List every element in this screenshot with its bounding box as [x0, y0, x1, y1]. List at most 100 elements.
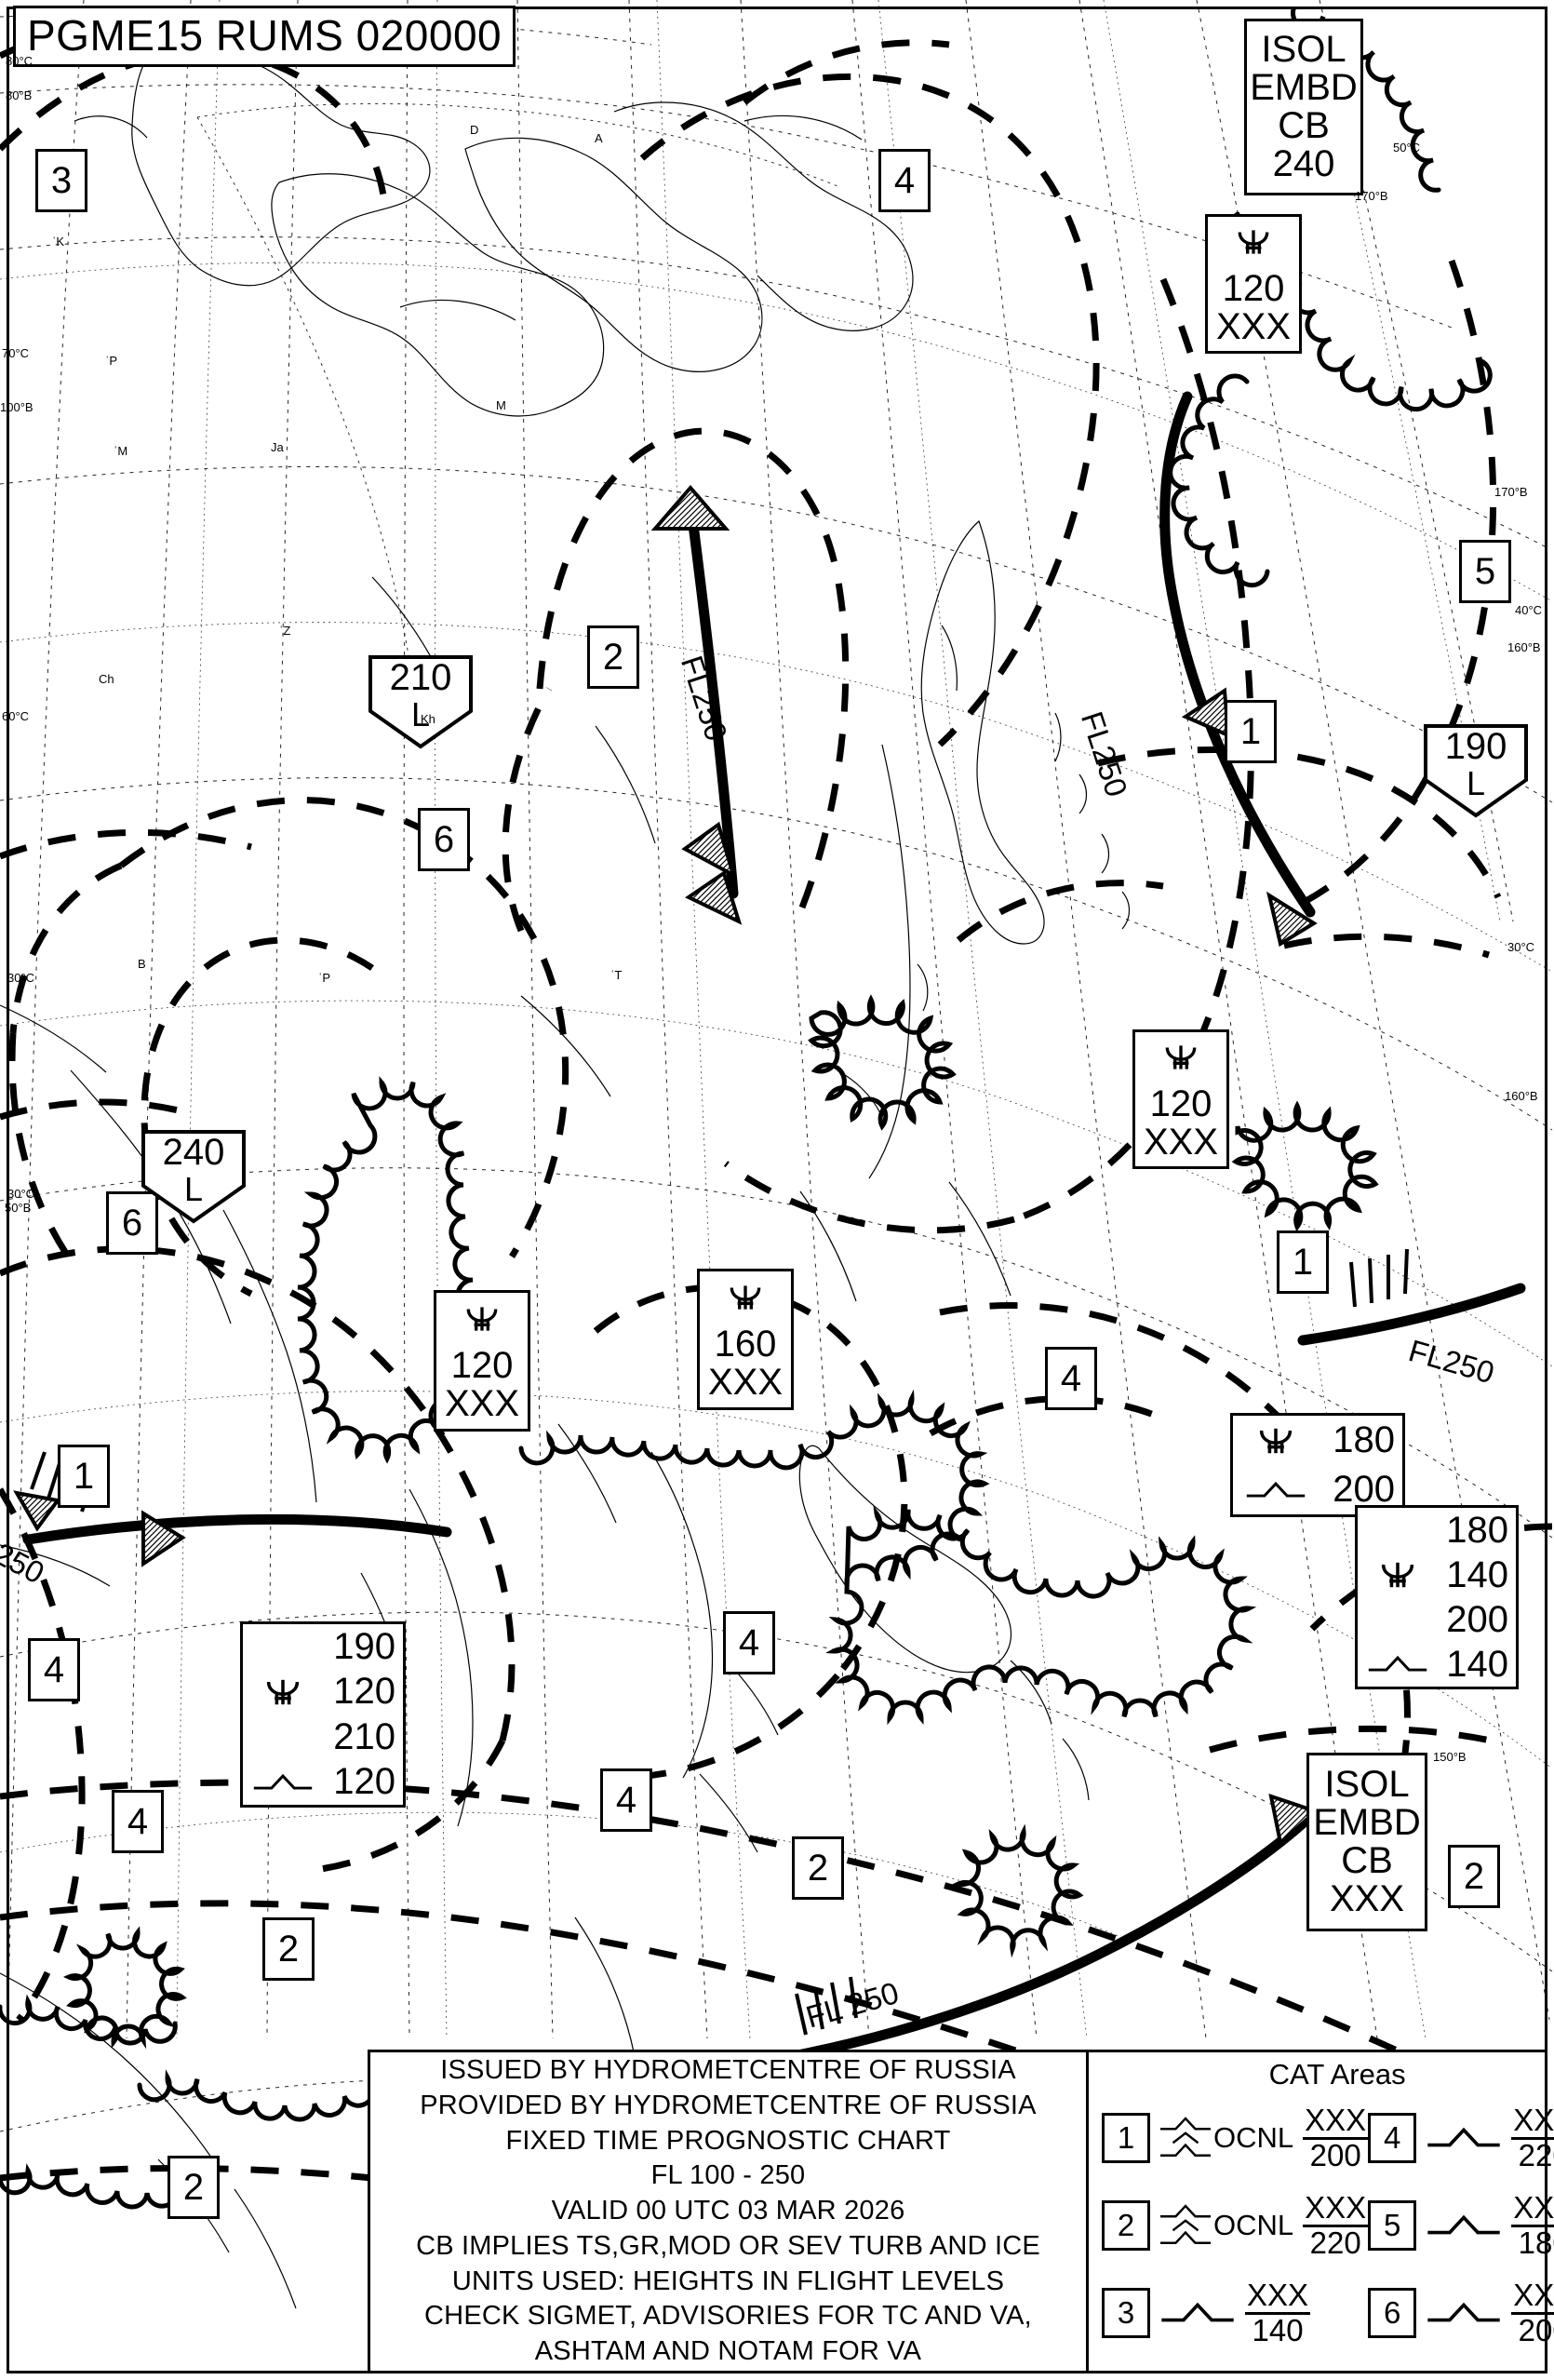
- cat-area-marker-2[interactable]: 2: [1448, 1845, 1500, 1908]
- flight-level-value: 210: [333, 1715, 395, 1757]
- cat-legend-top-level: XXX: [1303, 2191, 1369, 2227]
- isol-embd-cb-box: ISOL EMBD CB 240: [1244, 19, 1363, 195]
- cat-legend-base-level: 140: [1252, 2312, 1304, 2347]
- cat-legend-top-level: XXX: [1303, 2104, 1369, 2140]
- cb-base-level: XXX: [444, 1382, 520, 1424]
- flight-level-value: 120: [333, 1671, 395, 1713]
- cat-area-marker-1[interactable]: 1: [58, 1445, 110, 1508]
- map-annotation-label: Kh: [421, 712, 435, 726]
- map-annotation-label: 50°B: [5, 1201, 32, 1215]
- cat-area-marker-2[interactable]: 2: [262, 1917, 315, 1981]
- cat-area-marker-2[interactable]: 2: [792, 1836, 844, 1900]
- map-annotation-label: 170°B: [1494, 485, 1528, 499]
- turbulence-icon: [1427, 2302, 1500, 2322]
- cat-area-marker-6[interactable]: 6: [418, 808, 470, 871]
- map-annotation-label: B: [138, 957, 146, 971]
- turbulence-severe-icon: [1160, 2204, 1211, 2244]
- turbulence-severe-icon: [1160, 2117, 1211, 2157]
- cat-area-marker-4[interactable]: 4: [28, 1638, 80, 1701]
- cat-legend-number: 5: [1368, 2200, 1417, 2251]
- turbulence-icon-wrap: [1424, 2297, 1504, 2329]
- legend-line: VALID 00 UTC 03 MAR 2026: [551, 2196, 905, 2226]
- cb-top-level: 120: [1222, 267, 1285, 309]
- cat-legend-base-level: 180: [1518, 2225, 1554, 2260]
- cat-area-marker-4[interactable]: 4: [112, 1790, 164, 1853]
- map-annotation-label: 60°C: [2, 709, 30, 723]
- cb-icon: [1238, 230, 1269, 254]
- legend-line: ASHTAM AND NOTAM FOR VA: [534, 2335, 922, 2366]
- cat-area-marker-1[interactable]: 1: [1277, 1230, 1329, 1294]
- turbulence-level-box: 190 120 210 120: [240, 1621, 406, 1808]
- cb-icon: [730, 1285, 761, 1310]
- cb-box-line: XXX: [1329, 1877, 1405, 1919]
- legend-line: ISSUED BY HYDROMETCENTRE OF RUSSIA: [440, 2055, 1016, 2086]
- map-annotation-label: 50°C: [1393, 141, 1421, 155]
- map-annotation-label: ˈM: [114, 444, 128, 458]
- cat-area-marker-4[interactable]: 4: [1045, 1347, 1097, 1410]
- turbulence-level-box: 180 140 200 140: [1355, 1505, 1519, 1689]
- turbulence-severe-icon-wrap: [1158, 2190, 1213, 2261]
- cb-icon-cell: [1358, 1554, 1437, 1595]
- turbulence-icon: [1368, 1655, 1427, 1672]
- cb-icon-wrap: [726, 1278, 765, 1324]
- flight-level-value: 200: [1446, 1598, 1508, 1640]
- pentagon-outline-icon: [141, 1130, 246, 1224]
- turbulence-severe-icon-wrap: [1158, 2103, 1213, 2173]
- cat-area-marker-5[interactable]: 5: [1459, 540, 1511, 603]
- pentagon-outline-icon: [1424, 724, 1528, 818]
- cat-legend-level-fraction: XXX 140: [1245, 2279, 1311, 2347]
- turbulence-icon-wrap: [1158, 2297, 1238, 2329]
- cat-legend-number: 2: [1102, 2200, 1150, 2251]
- map-annotation-label: 80°B: [6, 88, 33, 102]
- legend-text-block: ISSUED BY HYDROMETCENTRE OF RUSSIA PROVID…: [370, 2052, 1089, 2371]
- tropopause-level: 210: [389, 657, 452, 698]
- cat-area-marker-4[interactable]: 4: [878, 149, 931, 212]
- cat-area-marker-4[interactable]: 4: [600, 1768, 652, 1832]
- graticule-fine: [0, 0, 1553, 2039]
- cb-icon: [466, 1307, 498, 1331]
- map-annotation-label: ˈT: [610, 968, 623, 982]
- flight-level-value: 120: [333, 1761, 395, 1803]
- map-annotation-label: 170°B: [1355, 189, 1388, 203]
- cat-legend-ocnl-group: OCNL: [1158, 2103, 1295, 2173]
- legend-line: CHECK SIGMET, ADVISORIES FOR TC AND VA,: [424, 2301, 1032, 2332]
- cat-legend-ocnl-group: OCNL: [1158, 2190, 1295, 2261]
- map-annotation-label: ˈZ: [279, 624, 291, 638]
- tropopause-level: 240: [162, 1132, 225, 1173]
- map-annotation-label: Ch: [99, 672, 114, 686]
- cat-area-marker-1[interactable]: 1: [1225, 700, 1277, 763]
- flight-level-value: 140: [1446, 1643, 1508, 1685]
- map-annotation-label: 150°B: [1433, 1750, 1467, 1764]
- cb-icon-wrap: [462, 1299, 502, 1345]
- cat-legend-top-level: XXX: [1245, 2279, 1311, 2315]
- map-annotation-label: ˈP: [105, 354, 117, 368]
- map-annotation-label: 40°C: [1515, 603, 1543, 617]
- cb-icon-wrap: [1161, 1038, 1200, 1083]
- turbulence-icon-wrap: [1424, 2210, 1504, 2241]
- turbulence-icon-cell: [1358, 1652, 1437, 1676]
- cb-box-line: EMBD: [1250, 67, 1358, 109]
- cat-area-marker-6[interactable]: 6: [106, 1191, 158, 1255]
- cat-area-marker-4[interactable]: 4: [723, 1611, 775, 1674]
- cb-icon-cell: [243, 1672, 323, 1713]
- cat-area-marker-2[interactable]: 2: [167, 2156, 220, 2219]
- tropopause-level: 190: [1444, 726, 1507, 767]
- cb-base-level: XXX: [1143, 1121, 1219, 1163]
- cat-area-marker-3[interactable]: 3: [35, 149, 87, 212]
- legend-line: FL 100 - 250: [650, 2160, 806, 2191]
- cat-legend-number: 4: [1368, 2113, 1417, 2163]
- cat-legend-base-level: 220: [1518, 2137, 1554, 2172]
- tropopause-low-marker: 240 L: [141, 1130, 246, 1224]
- cb-icon: [1165, 1045, 1197, 1069]
- cat-areas-title: CAT Areas: [1268, 2058, 1406, 2091]
- cb-level-box: 120 XXX: [434, 1290, 530, 1432]
- cat-area-marker-2[interactable]: 2: [587, 625, 639, 689]
- pentagon-outline-icon: [368, 655, 473, 749]
- cb-level-box: 160 XXX: [697, 1269, 794, 1410]
